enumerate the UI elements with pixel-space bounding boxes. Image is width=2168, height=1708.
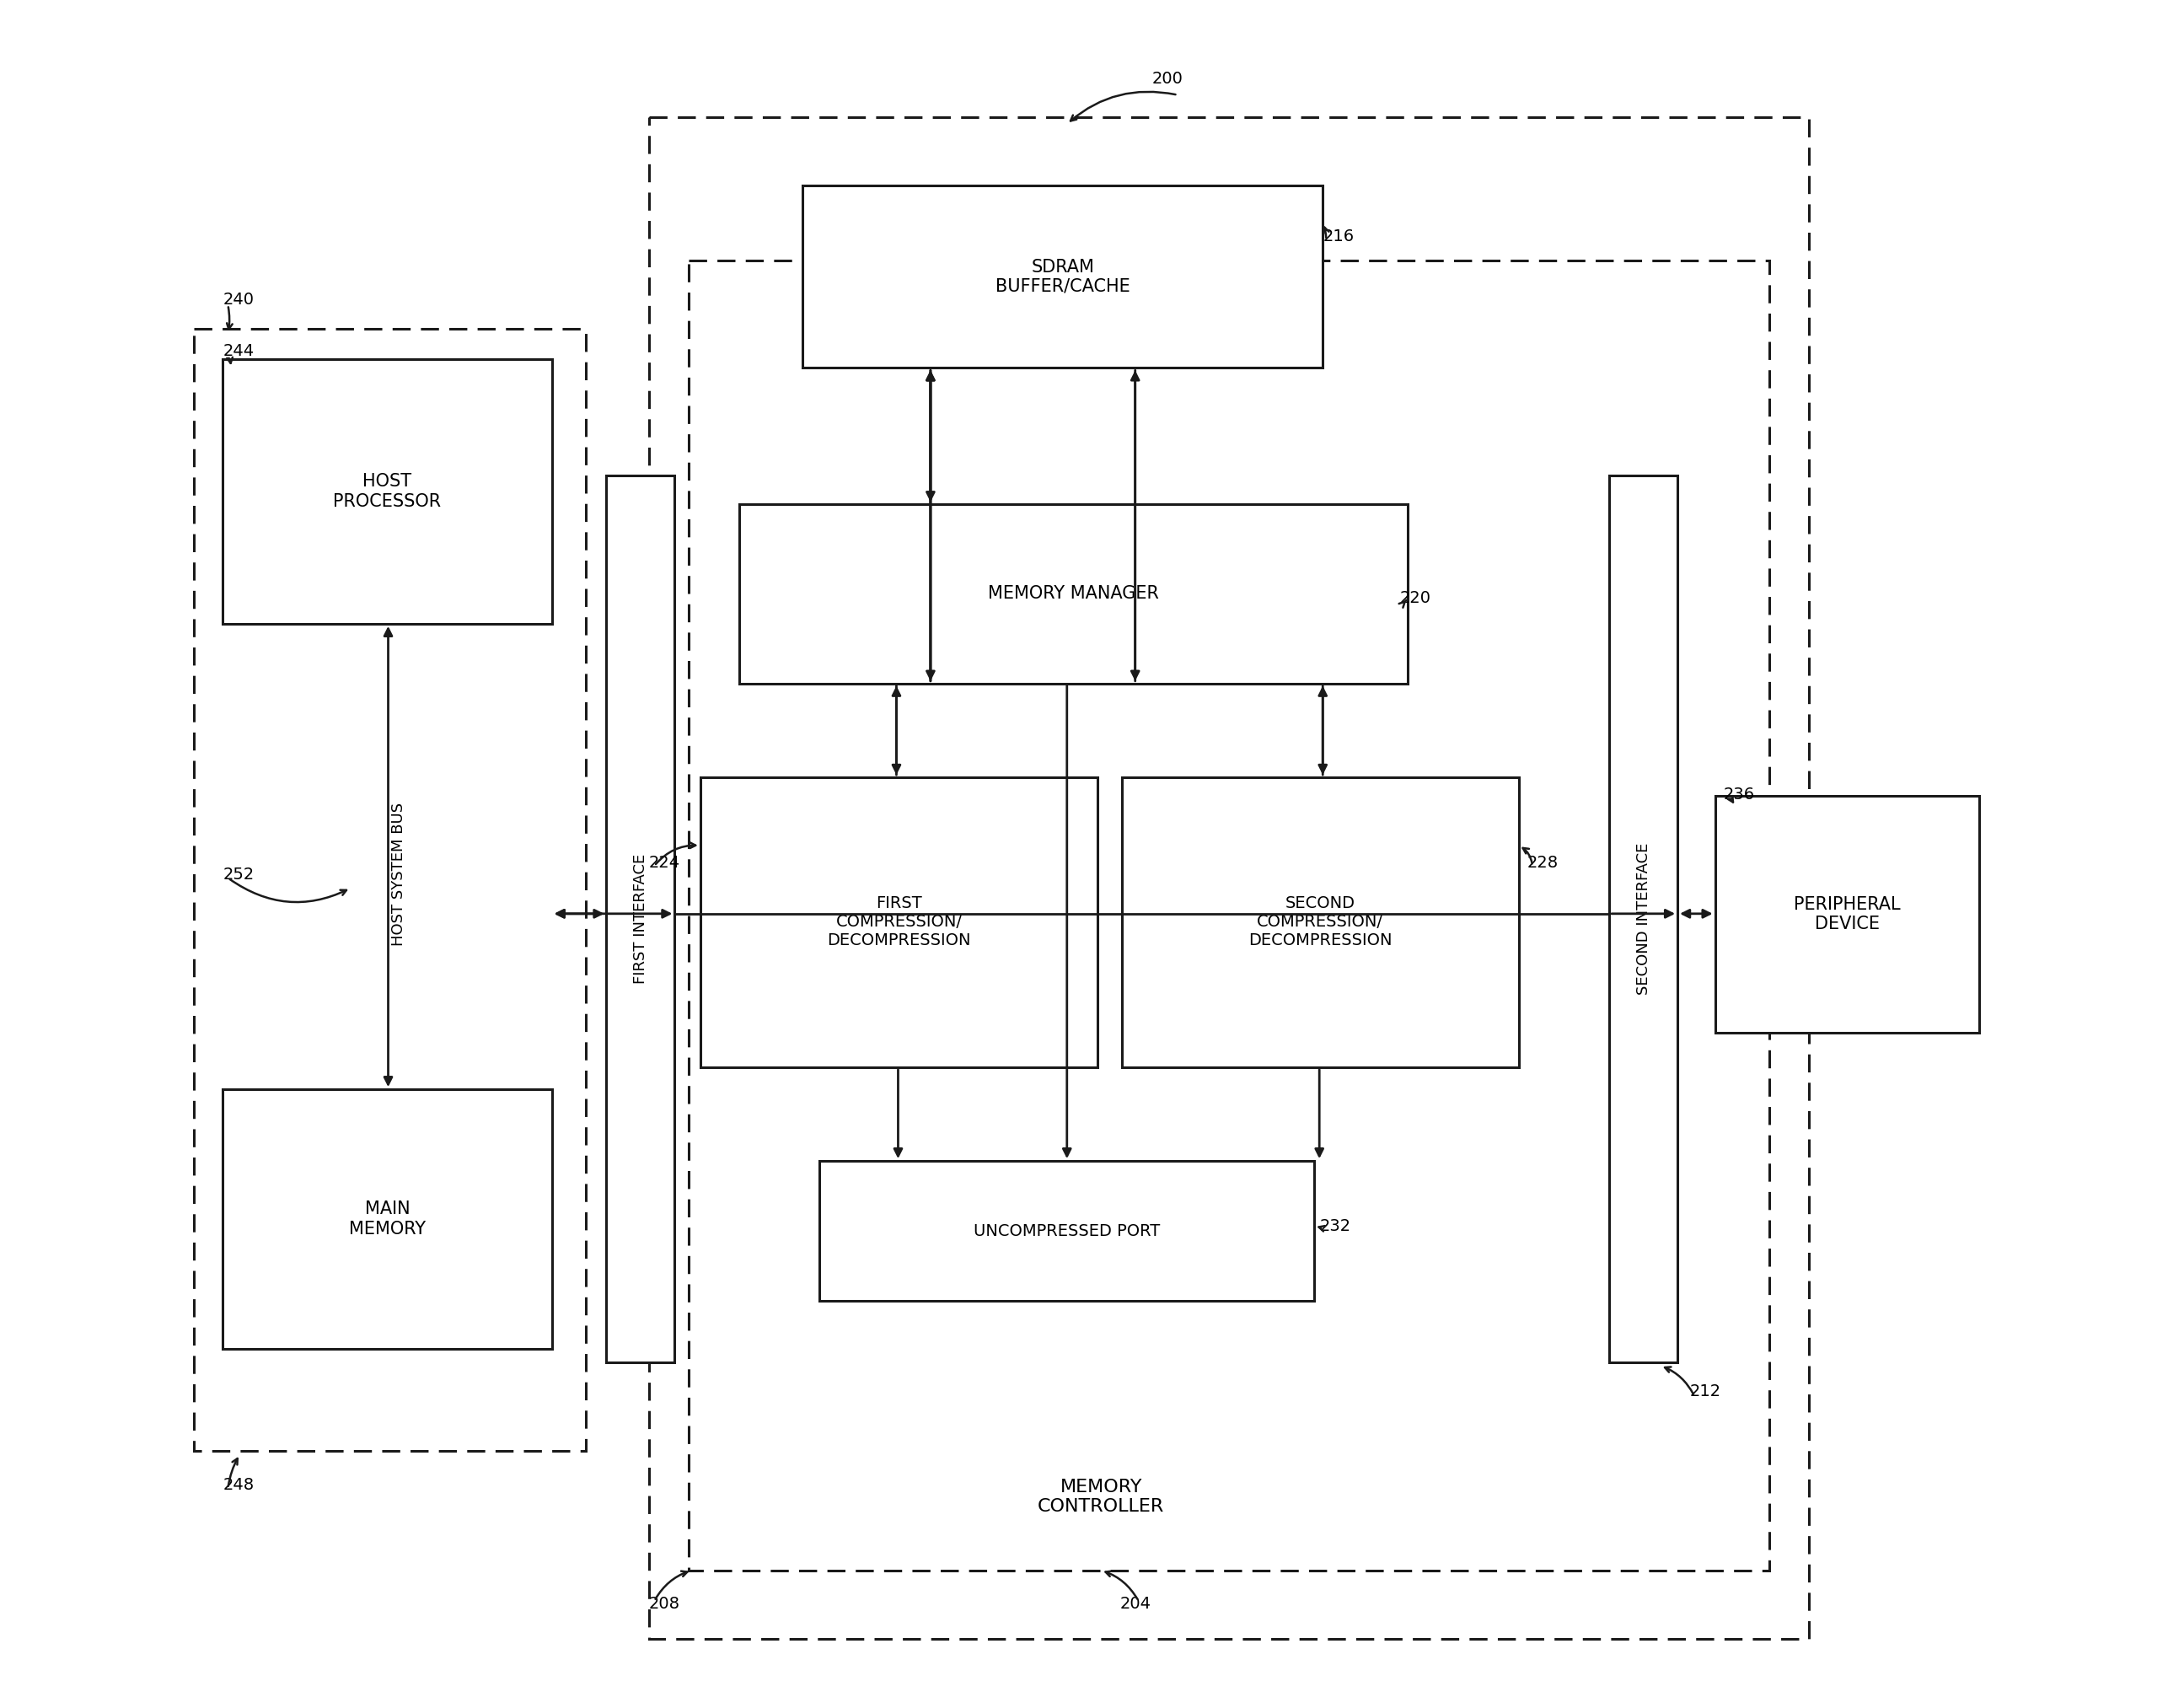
Bar	[739, 504, 1407, 683]
Text: 240: 240	[223, 292, 254, 307]
Bar	[820, 1161, 1314, 1301]
Text: HOST
PROCESSOR: HOST PROCESSOR	[334, 473, 442, 509]
Bar	[223, 1090, 553, 1349]
Text: HOST SYSTEM BUS: HOST SYSTEM BUS	[390, 803, 405, 946]
Text: 236: 236	[1724, 786, 1754, 803]
Bar	[700, 777, 1097, 1068]
Bar	[193, 328, 585, 1452]
Bar	[607, 475, 674, 1363]
Bar	[802, 186, 1322, 367]
Text: 208: 208	[648, 1595, 681, 1612]
Text: MEMORY
CONTROLLER: MEMORY CONTROLLER	[1038, 1479, 1164, 1515]
Text: 232: 232	[1320, 1218, 1351, 1233]
Text: MAIN
MEMORY: MAIN MEMORY	[349, 1201, 425, 1237]
Bar	[1609, 475, 1678, 1363]
Bar	[1715, 796, 1979, 1033]
Text: 244: 244	[223, 343, 254, 359]
Text: 204: 204	[1119, 1595, 1151, 1612]
Text: FIRST INTERFACE: FIRST INTERFACE	[633, 854, 648, 984]
Text: PERIPHERAL
DEVICE: PERIPHERAL DEVICE	[1793, 897, 1901, 933]
Bar	[1121, 777, 1520, 1068]
Text: FIRST
COMPRESSION/
DECOMPRESSION: FIRST COMPRESSION/ DECOMPRESSION	[828, 895, 971, 948]
Text: 216: 216	[1322, 229, 1355, 244]
Text: 200: 200	[1151, 70, 1184, 87]
Text: MEMORY MANAGER: MEMORY MANAGER	[989, 586, 1160, 603]
Bar	[223, 359, 553, 623]
Bar	[689, 260, 1769, 1570]
Text: UNCOMPRESSED PORT: UNCOMPRESSED PORT	[973, 1223, 1160, 1238]
Text: SECOND INTERFACE: SECOND INTERFACE	[1637, 842, 1652, 994]
Text: 212: 212	[1689, 1383, 1721, 1399]
Text: 252: 252	[223, 866, 254, 883]
Text: 248: 248	[223, 1477, 254, 1493]
Text: 220: 220	[1401, 591, 1431, 606]
Text: 224: 224	[648, 854, 681, 871]
Bar	[648, 118, 1808, 1638]
Text: SECOND
COMPRESSION/
DECOMPRESSION: SECOND COMPRESSION/ DECOMPRESSION	[1249, 895, 1392, 948]
Text: SDRAM
BUFFER/CACHE: SDRAM BUFFER/CACHE	[995, 258, 1130, 295]
Text: 228: 228	[1528, 854, 1559, 871]
